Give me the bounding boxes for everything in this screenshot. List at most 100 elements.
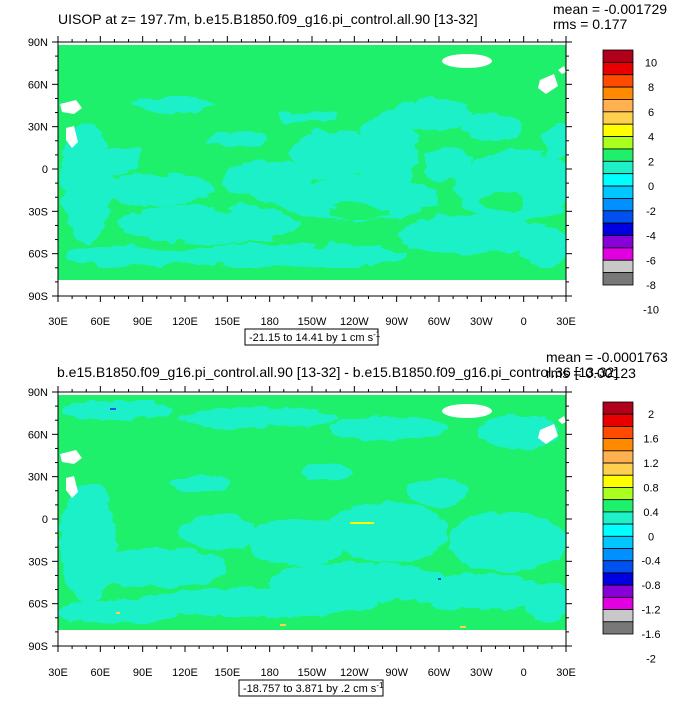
colorbar-label: 0.4 <box>643 507 658 519</box>
colorbar-swatch <box>602 74 634 88</box>
lat-tick-label: 60N <box>28 79 48 91</box>
colorbar-swatch <box>602 609 634 623</box>
panel-2-range-box: -18.757 to 3.871 by .2 cm s-1 <box>238 679 384 697</box>
panel-2-colorbar: 2 1.6 1.2 0.8 0.4 0 -0.4 -0.8 -1.2 -1.6 -2 <box>602 401 661 665</box>
svg-text:-18.757 to 3.871 by .2 cm s-1: -18.757 to 3.871 by .2 cm s-1 <box>243 681 384 695</box>
lat-tick-label: 60S <box>28 249 48 261</box>
lon-tick-label: 90E <box>133 667 153 679</box>
colorbar-label: -8 <box>646 280 656 292</box>
lon-tick-label: 30E <box>556 667 576 679</box>
lon-tick-label: 30E <box>48 316 68 328</box>
colorbar-swatch <box>602 222 634 236</box>
colorbar-label: -2 <box>646 653 656 665</box>
colorbar-label: -2 <box>646 206 656 218</box>
colorbar-label: 0 <box>648 181 654 193</box>
panel-2: b.e15.B1850.f09_g16.pi_control.all.90 [1… <box>28 349 668 697</box>
panel-2-title: b.e15.B1850.f09_g16.pi_control.all.90 [1… <box>57 364 618 380</box>
lat-tick-label: 30S <box>28 556 48 568</box>
panel-1-rms: rms = 0.177 <box>553 16 628 32</box>
lat-tick-label: 90S <box>28 641 48 653</box>
colorbar-swatch <box>602 210 634 224</box>
lon-tick-label: 120E <box>172 667 198 679</box>
lon-tick-label: 150W <box>298 316 327 328</box>
lat-tick-label: 30N <box>28 472 48 484</box>
panel-1-colorbar: 10 8 6 4 2 0 -2 -4 -6 -8 -10 <box>602 49 659 317</box>
lon-tick-label: 0 <box>521 667 527 679</box>
colorbar-swatch <box>602 523 634 537</box>
colorbar-swatch <box>602 426 634 440</box>
panel-1-range-label: -21.15 to 14.41 by 1 cm s <box>249 332 374 344</box>
lon-tick-label: 30W <box>470 667 493 679</box>
lon-tick-label: 0 <box>521 316 527 328</box>
colorbar-label: 1.6 <box>643 434 658 446</box>
colorbar-swatch <box>602 61 634 76</box>
colorbar-swatch <box>602 272 634 286</box>
lat-tick-label: 30N <box>28 122 48 134</box>
lon-tick-label: 60E <box>91 316 111 328</box>
colorbar-swatch <box>602 511 634 525</box>
colorbar-label: 10 <box>645 57 657 69</box>
lat-tick-label: 60N <box>28 429 48 441</box>
colorbar-swatch <box>602 136 634 150</box>
panel-2-range-label: -18.757 to 3.871 by .2 cm s <box>243 683 377 695</box>
colorbar-swatch <box>602 450 634 464</box>
panel-1-range-box: -21.15 to 14.41 by 1 cm s-1 <box>244 328 381 346</box>
colorbar-label: 2 <box>648 409 654 421</box>
colorbar-swatch <box>602 86 634 100</box>
lon-tick-label: 90W <box>385 667 408 679</box>
colorbar-label: -10 <box>643 305 659 317</box>
colorbar-label: -6 <box>646 255 656 267</box>
colorbar-swatch <box>602 572 634 586</box>
panel-1-mean: mean = -0.001729 <box>553 1 667 17</box>
panel-2-mean: mean = -0.0001763 <box>546 349 668 365</box>
lon-tick-label: 90W <box>385 316 408 328</box>
greenland-land <box>442 54 492 68</box>
colorbar-label: -1.2 <box>642 605 661 617</box>
lon-tick-label: 30E <box>556 316 576 328</box>
colorbar-label: 4 <box>648 132 654 144</box>
colorbar-swatch <box>602 487 634 501</box>
colorbar-swatch <box>602 560 634 574</box>
lon-tick-label: 30E <box>48 667 68 679</box>
colorbar-label: -1.6 <box>642 629 661 641</box>
lon-tick-label: 30W <box>470 316 493 328</box>
panel-1: UISOP at z= 197.7m, b.e15.B1850.f09_g16.… <box>28 1 667 346</box>
panel-1-map: 90N 60N 30N 0 30S 60S 90S 30E 60E 90E 120E 150E 180 1… <box>28 36 576 328</box>
colorbar-label: 1.2 <box>643 458 658 470</box>
lon-tick-label: 120E <box>172 316 198 328</box>
panel-1-title: UISOP at z= 197.7m, b.e15.B1850.f09_g16.… <box>58 11 478 27</box>
colorbar-swatch <box>602 413 634 427</box>
colorbar-swatch <box>602 247 634 261</box>
panel-2-rms: rms = 0.00123 <box>546 365 636 381</box>
colorbar-swatch <box>602 198 634 212</box>
lon-tick-label: 150E <box>214 316 240 328</box>
colorbar-swatch <box>602 621 634 635</box>
colorbar-swatch <box>602 235 634 249</box>
lat-tick-label: 90N <box>28 387 48 399</box>
colorbar-swatch <box>602 548 634 562</box>
lon-tick-label: 60W <box>428 316 451 328</box>
colorbar-label: 2 <box>648 156 654 168</box>
lat-tick-label: 30S <box>28 206 48 218</box>
colorbar-label: -0.8 <box>642 580 661 592</box>
colorbar-swatch <box>602 160 634 175</box>
colorbar-swatch <box>602 123 634 137</box>
colorbar-swatch <box>602 438 634 452</box>
colorbar-swatch <box>602 474 634 488</box>
antarctica-land <box>58 280 566 296</box>
colorbar-swatch <box>602 49 634 63</box>
svg-text:-21.15 to 14.41 by 1 cm s-1: -21.15 to 14.41 by 1 cm s-1 <box>249 330 381 344</box>
colorbar-swatch <box>602 148 634 162</box>
colorbar-swatch <box>602 596 634 610</box>
colorbar-label: 8 <box>648 82 654 94</box>
lon-tick-label: 180 <box>260 667 278 679</box>
lon-tick-label: 180 <box>260 316 278 328</box>
panel-1-axes: 90N 60N 30N 0 30S 60S 90S 30E 60E 90E 120E 150E 180 1… <box>28 36 576 328</box>
ocean-light-patches <box>60 96 566 268</box>
lat-tick-label: 0 <box>42 164 48 176</box>
antarctica-land <box>58 630 566 646</box>
lat-tick-label: 0 <box>42 514 48 526</box>
lat-tick-label: 90S <box>28 291 48 303</box>
lat-tick-label: 60S <box>28 599 48 611</box>
